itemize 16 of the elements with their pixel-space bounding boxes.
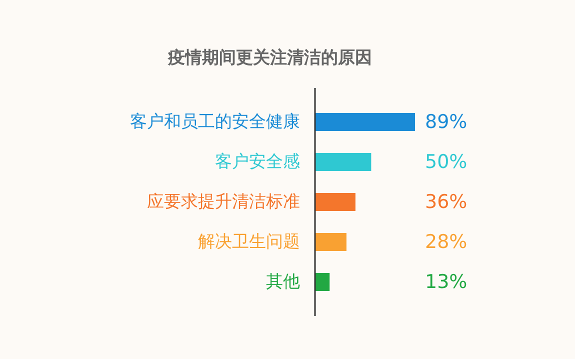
bar xyxy=(315,233,346,251)
bar xyxy=(315,273,330,291)
y-tick-label: 客户安全感 xyxy=(215,152,300,172)
bar xyxy=(315,153,372,171)
bar xyxy=(315,193,356,211)
data-label: 50% xyxy=(425,151,468,173)
data-label: 13% xyxy=(425,271,468,293)
chart-title: 疫情期间更关注清洁的原因 xyxy=(167,48,372,68)
bar xyxy=(315,113,415,131)
y-tick-label: 客户和员工的安全健康 xyxy=(130,112,300,132)
data-label: 36% xyxy=(425,191,468,213)
y-tick-label: 解决卫生问题 xyxy=(198,232,300,252)
y-tick-label: 应要求提升清洁标准 xyxy=(147,192,300,212)
data-label: 89% xyxy=(425,111,468,133)
data-label: 28% xyxy=(425,231,468,253)
y-tick-label: 其他 xyxy=(266,272,300,292)
